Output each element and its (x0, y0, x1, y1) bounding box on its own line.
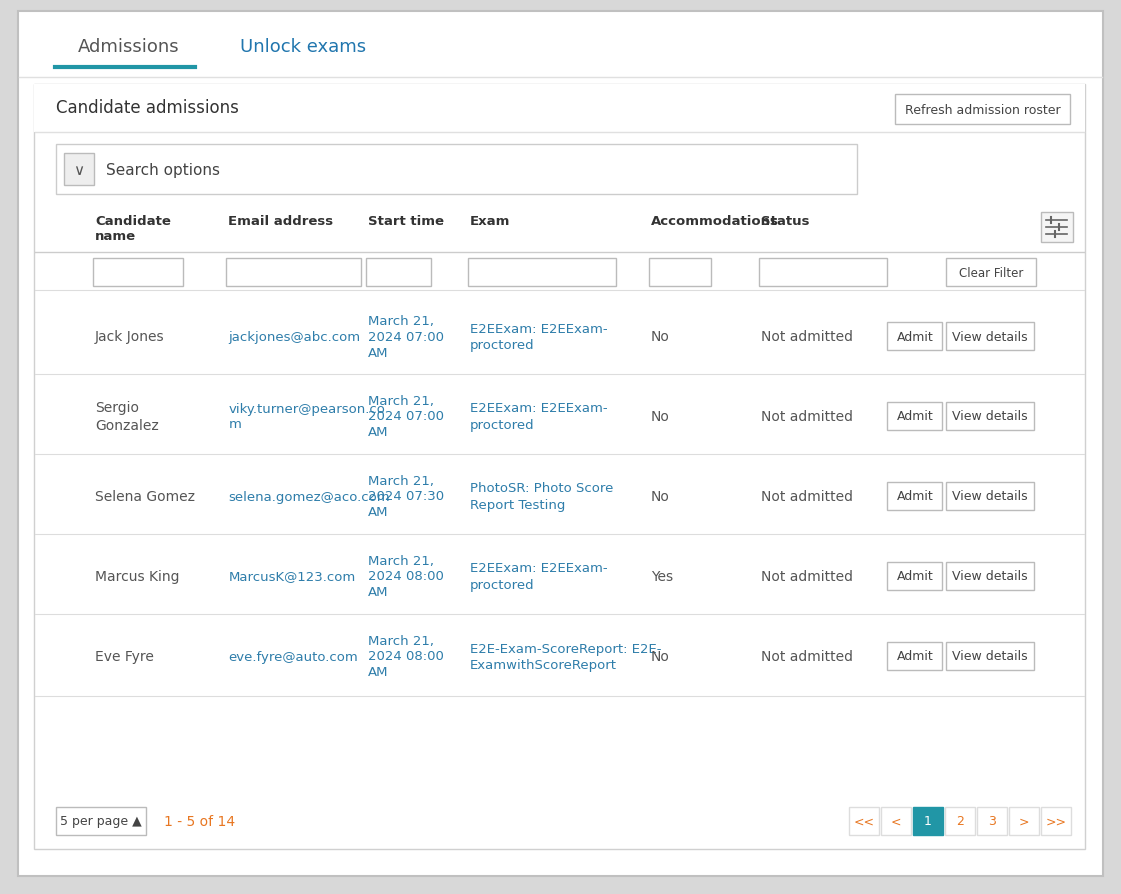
Text: March 21,
2024 07:00
AM: March 21, 2024 07:00 AM (368, 314, 444, 359)
Bar (469, 258, 617, 287)
Bar (946, 402, 1035, 431)
Text: eve.fyre@auto.com: eve.fyre@auto.com (229, 650, 359, 662)
Text: Exam: Exam (470, 215, 510, 228)
Bar (946, 323, 1035, 350)
Text: Status: Status (761, 215, 809, 228)
Bar (945, 807, 975, 835)
Text: Candidate
name: Candidate name (95, 215, 170, 243)
Bar (367, 258, 432, 287)
Text: Marcus King: Marcus King (95, 569, 179, 584)
Text: Not admitted: Not admitted (761, 649, 853, 663)
Text: No: No (651, 409, 670, 424)
Text: 1: 1 (924, 814, 932, 828)
Text: E2EExam: E2EExam-
proctored: E2EExam: E2EExam- proctored (470, 322, 608, 351)
Bar (912, 807, 943, 835)
Text: ∨: ∨ (74, 163, 84, 177)
Text: E2E-Exam-ScoreReport: E2E-
ExamwithScoreReport: E2E-Exam-ScoreReport: E2E- ExamwithScore… (470, 642, 661, 670)
Text: PhotoSR: Photo Score
Report Testing: PhotoSR: Photo Score Report Testing (470, 482, 613, 511)
Text: Not admitted: Not admitted (761, 409, 853, 424)
Text: No: No (651, 489, 670, 503)
Bar (64, 154, 94, 186)
Text: Candidate admissions: Candidate admissions (56, 99, 239, 117)
Text: Jack Jones: Jack Jones (95, 330, 165, 343)
Text: >: > (1019, 814, 1029, 828)
Text: March 21,
2024 08:00
AM: March 21, 2024 08:00 AM (368, 554, 444, 599)
Text: Selena Gomez: Selena Gomez (95, 489, 195, 503)
Bar (946, 642, 1035, 670)
Bar (888, 402, 943, 431)
Text: Search options: Search options (106, 163, 220, 177)
Text: Not admitted: Not admitted (761, 569, 853, 584)
Bar (1041, 213, 1073, 243)
Text: March 21,
2024 07:00
AM: March 21, 2024 07:00 AM (368, 394, 444, 439)
Text: View details: View details (953, 330, 1028, 343)
Text: Accommodations: Accommodations (651, 215, 779, 228)
Text: Clear Filter: Clear Filter (958, 266, 1023, 279)
Bar (888, 562, 943, 590)
Text: <: < (891, 814, 901, 828)
Bar (881, 807, 911, 835)
Bar (56, 145, 856, 195)
Text: March 21,
2024 08:00
AM: March 21, 2024 08:00 AM (368, 634, 444, 679)
Text: Not admitted: Not admitted (761, 489, 853, 503)
Bar (34, 85, 1085, 133)
Bar (1041, 807, 1071, 835)
Text: View details: View details (953, 410, 1028, 423)
Text: March 21,
2024 07:30
AM: March 21, 2024 07:30 AM (368, 474, 444, 519)
Text: Admit: Admit (897, 330, 934, 343)
Text: Refresh admission roster: Refresh admission roster (905, 104, 1060, 116)
Bar (34, 85, 1085, 849)
Text: Admit: Admit (897, 650, 934, 662)
Text: >>: >> (1046, 814, 1066, 828)
Bar (226, 258, 361, 287)
Text: View details: View details (953, 650, 1028, 662)
Text: E2EExam: E2EExam-
proctored: E2EExam: E2EExam- proctored (470, 561, 608, 591)
Text: E2EExam: E2EExam-
proctored: E2EExam: E2EExam- proctored (470, 402, 608, 431)
Bar (56, 807, 146, 835)
Bar (946, 258, 1036, 287)
Bar (978, 807, 1007, 835)
Bar (649, 258, 711, 287)
Bar (759, 258, 888, 287)
Text: Eve Fyre: Eve Fyre (95, 649, 154, 663)
Bar (888, 483, 943, 510)
Bar (888, 323, 943, 350)
Text: selena.gomez@aco.com: selena.gomez@aco.com (229, 490, 390, 503)
Bar (93, 258, 183, 287)
Text: 3: 3 (988, 814, 995, 828)
Text: Start time: Start time (368, 215, 444, 228)
Bar (1009, 807, 1039, 835)
Text: Admissions: Admissions (78, 38, 179, 56)
Text: No: No (651, 649, 670, 663)
Bar (895, 95, 1071, 125)
Bar (946, 562, 1035, 590)
Text: MarcusK@123.com: MarcusK@123.com (229, 569, 355, 583)
Text: jackjones@abc.com: jackjones@abc.com (229, 330, 361, 343)
Text: Email address: Email address (229, 215, 334, 228)
Bar (888, 642, 943, 670)
Text: Sergio
Gonzalez: Sergio Gonzalez (95, 401, 159, 432)
Text: Admit: Admit (897, 490, 934, 503)
Text: viky.turner@pearson.co
m: viky.turner@pearson.co m (229, 402, 386, 431)
Text: 1 - 5 of 14: 1 - 5 of 14 (164, 814, 235, 828)
Text: Not admitted: Not admitted (761, 330, 853, 343)
Text: View details: View details (953, 490, 1028, 503)
Bar (849, 807, 879, 835)
Text: <<: << (853, 814, 874, 828)
Text: View details: View details (953, 569, 1028, 583)
Text: No: No (651, 330, 670, 343)
Text: Yes: Yes (651, 569, 673, 584)
Bar (946, 483, 1035, 510)
Text: Admit: Admit (897, 569, 934, 583)
Text: 2: 2 (956, 814, 964, 828)
Text: Unlock exams: Unlock exams (240, 38, 367, 56)
Text: 5 per page ▲: 5 per page ▲ (61, 814, 142, 828)
Text: Admit: Admit (897, 410, 934, 423)
